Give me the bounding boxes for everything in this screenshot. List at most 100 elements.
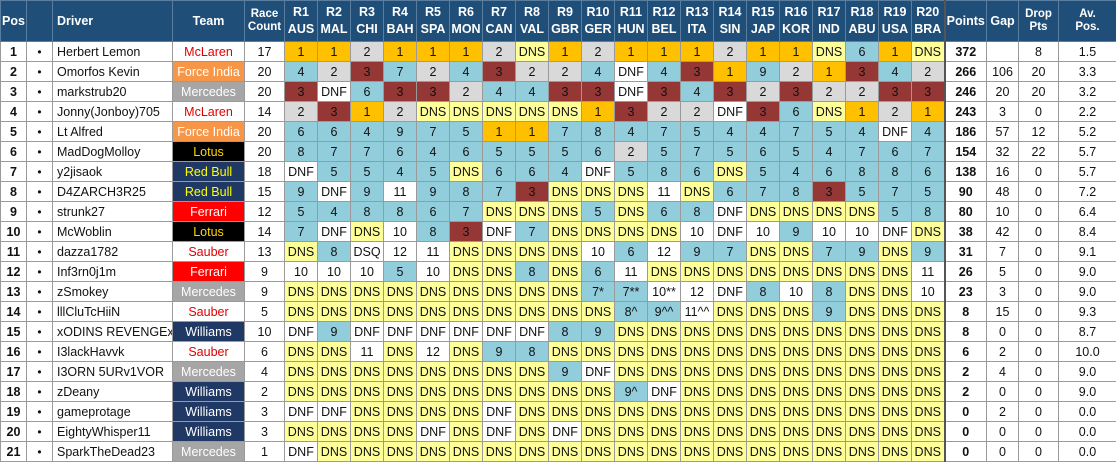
team-name: Lotus: [172, 221, 245, 242]
result-r13: 6: [680, 161, 714, 182]
result-r1: DNS: [284, 341, 318, 362]
bullet: •: [26, 301, 53, 322]
header-round-5: R5 SPA: [416, 0, 450, 42]
result-r9: 5: [548, 141, 582, 162]
result-r18: DNS: [845, 301, 879, 322]
result-r18: 3: [845, 61, 879, 82]
driver-name: I3ORN 5URv1VOR: [52, 361, 173, 382]
result-r10: 5: [581, 201, 615, 222]
points: 8: [943, 321, 987, 342]
header-round-country: BAH: [386, 22, 414, 36]
driver-row: 3 • markstrub20 Mercedes 20 3 DNF 6 3 3 2 4 4 3 3 DNF 3 4…: [0, 81, 1116, 102]
result-r20: 1: [911, 101, 945, 122]
points: 186: [943, 121, 987, 142]
result-r11: 6: [614, 241, 648, 262]
points: 138: [943, 161, 987, 182]
result-r5: DNS: [416, 361, 450, 382]
result-r19: 7: [878, 181, 912, 202]
header-round-number: R20: [916, 5, 940, 19]
result-r12: 12: [647, 241, 681, 262]
result-r17: 4: [812, 141, 846, 162]
team-name: McLaren: [172, 41, 245, 62]
result-r13: DNS: [680, 421, 714, 442]
bullet: •: [26, 181, 53, 202]
result-r15: DNS: [746, 441, 780, 462]
result-r19: DNF: [878, 221, 912, 242]
result-r7: DNS: [482, 281, 516, 302]
header-round-country: SPA: [420, 22, 446, 36]
driver-row: 19 • gameprotage Williams 3 DNF DNF DNS DNS DNS DN…: [0, 401, 1116, 422]
result-r2: DNF: [317, 221, 351, 242]
result-r14: DNF: [713, 221, 747, 242]
driver-row: 6 • MadDogMolloy Lotus 20 8 7 7 6 4 6 5 5 5 6 2 5 7 5 6 5 4 7 6…: [0, 141, 1116, 162]
driver-row: 20 • EightyWhisper11 Williams 3 DNS DNS DNS DNS D…: [0, 421, 1116, 442]
result-r3: DNS: [350, 381, 384, 402]
team-name: Mercedes: [172, 281, 245, 302]
position: 14: [0, 301, 27, 322]
result-r1: 3: [284, 81, 318, 102]
team-name: Force India: [172, 121, 245, 142]
header-round-number: R3: [359, 5, 375, 19]
header-row: Pos Driver Team Race Count R1 AUS R2 MAL R3 CH…: [0, 0, 1116, 42]
header-round-11: R11 HUN: [614, 0, 648, 42]
result-r17: DNS: [812, 401, 846, 422]
result-r13: DNS: [680, 261, 714, 282]
result-r17: 7: [812, 241, 846, 262]
result-r8: 5: [515, 141, 549, 162]
header-round-13: R13 ITA: [680, 0, 714, 42]
team-name: Williams: [172, 381, 245, 402]
bullet: •: [26, 121, 53, 142]
result-r17: 1: [812, 61, 846, 82]
result-r4: DNS: [383, 361, 417, 382]
result-r7: 2: [482, 41, 516, 62]
header-round-number: R13: [685, 5, 709, 19]
result-r13: DNS: [680, 341, 714, 362]
race-count: 10: [244, 321, 285, 342]
result-r6: DNS: [449, 361, 483, 382]
result-r10: DNS: [581, 181, 615, 202]
result-r3: DNS: [350, 441, 384, 462]
points: 154: [943, 141, 987, 162]
result-r2: DNF: [317, 181, 351, 202]
result-r2: 1: [317, 41, 351, 62]
result-r12: 9^^: [647, 301, 681, 322]
result-r8: DNF: [515, 321, 549, 342]
result-r11: DNS: [614, 181, 648, 202]
result-r11: 11: [614, 261, 648, 282]
result-r9: DNF: [548, 421, 582, 442]
result-r4: 5: [383, 261, 417, 282]
result-r17: 10: [812, 221, 846, 242]
header-round-country: AUS: [287, 22, 315, 36]
race-count: 3: [244, 421, 285, 442]
result-r9: 3: [548, 81, 582, 102]
result-r2: DNS: [317, 381, 351, 402]
result-r12: DNS: [647, 401, 681, 422]
result-r7: 9: [482, 341, 516, 362]
drop-points: 22: [1018, 141, 1059, 162]
result-r1: 1: [284, 41, 318, 62]
result-r14: DNS: [713, 261, 747, 282]
result-r11: DNS: [614, 201, 648, 222]
result-r2: 6: [317, 121, 351, 142]
result-r16: DNS: [779, 441, 813, 462]
result-r19: 1: [878, 41, 912, 62]
position: 6: [0, 141, 27, 162]
position: 16: [0, 341, 27, 362]
result-r6: 5: [449, 121, 483, 142]
result-r4: 2: [383, 101, 417, 122]
result-r1: DNF: [284, 321, 318, 342]
gap: 15: [986, 301, 1019, 322]
result-r14: DNS: [713, 361, 747, 382]
result-r10: 1: [581, 101, 615, 122]
result-r20: DNS: [911, 341, 945, 362]
header-round-country: GER: [584, 22, 612, 36]
result-r8: DNS: [515, 281, 549, 302]
result-r6: 1: [449, 41, 483, 62]
result-r7: DNS: [482, 361, 516, 382]
driver-row: 4 • Jonny(Jonboy)705 McLaren 14 2 3 1 2 DNS DNS DNS…: [0, 101, 1116, 122]
average-position: 6.4: [1058, 201, 1116, 222]
result-r11: DNS: [614, 221, 648, 242]
result-r7: 1: [482, 121, 516, 142]
driver-name: McWoblin: [52, 221, 173, 242]
race-count: 15: [244, 181, 285, 202]
